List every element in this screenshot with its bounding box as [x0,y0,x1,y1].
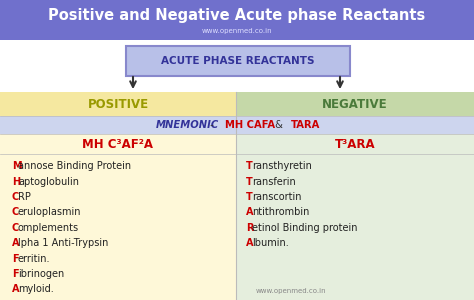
Text: ransthyretin: ransthyretin [252,161,312,171]
Bar [0,154,236,300]
Text: MH C³AF²A: MH C³AF²A [82,137,154,151]
Text: F: F [12,254,18,263]
Text: ntithrombin: ntithrombin [252,207,310,218]
Text: -: - [208,120,218,130]
Text: lpha 1 Anti-Trypsin: lpha 1 Anti-Trypsin [18,238,109,248]
Text: C: C [12,192,19,202]
Text: &: & [273,120,287,130]
Text: A: A [246,207,254,218]
Text: ransferin: ransferin [252,177,296,187]
Text: www.openmed.co.in: www.openmed.co.in [202,28,272,34]
Text: M: M [12,161,22,171]
Text: MH CAFA: MH CAFA [226,120,275,130]
Text: NEGATIVE: NEGATIVE [322,98,388,110]
Text: T³ARA: T³ARA [335,137,375,151]
Text: T: T [246,161,253,171]
Text: aptoglobulin: aptoglobulin [18,177,79,187]
Text: TARA: TARA [291,120,320,130]
Text: POSITIVE: POSITIVE [87,98,148,110]
Text: T: T [246,177,253,187]
Text: ibrinogen: ibrinogen [18,269,64,279]
Text: A: A [12,284,19,294]
Text: C: C [12,207,19,218]
Text: R: R [246,223,254,233]
Text: RP: RP [18,192,31,202]
Text: Positive and Negative Acute phase Reactants: Positive and Negative Acute phase Reacta… [48,8,426,23]
Bar [0,134,236,154]
Text: eruloplasmin: eruloplasmin [18,207,82,218]
Text: annose Binding Protein: annose Binding Protein [18,161,131,171]
Text: A: A [12,238,19,248]
Text: etinol Binding protein: etinol Binding protein [252,223,357,233]
Text: ranscortin: ranscortin [252,192,301,202]
Text: C: C [12,223,19,233]
Text: omplements: omplements [18,223,79,233]
Bar [236,134,474,154]
FancyBboxPatch shape [126,46,350,76]
Text: lbumin.: lbumin. [252,238,289,248]
Text: myloid.: myloid. [18,284,54,294]
Text: T: T [246,192,253,202]
Text: H: H [12,177,20,187]
Bar [236,154,474,300]
Text: ACUTE PHASE REACTANTS: ACUTE PHASE REACTANTS [161,56,315,66]
Bar [0,116,474,134]
Text: erritin.: erritin. [18,254,51,263]
Text: www.openmed.co.in: www.openmed.co.in [256,288,327,294]
Bar [0,0,474,40]
Bar [0,92,236,116]
Bar [236,92,474,116]
Text: A: A [246,238,254,248]
Text: MNEMONIC: MNEMONIC [155,120,219,130]
Text: F: F [12,269,18,279]
